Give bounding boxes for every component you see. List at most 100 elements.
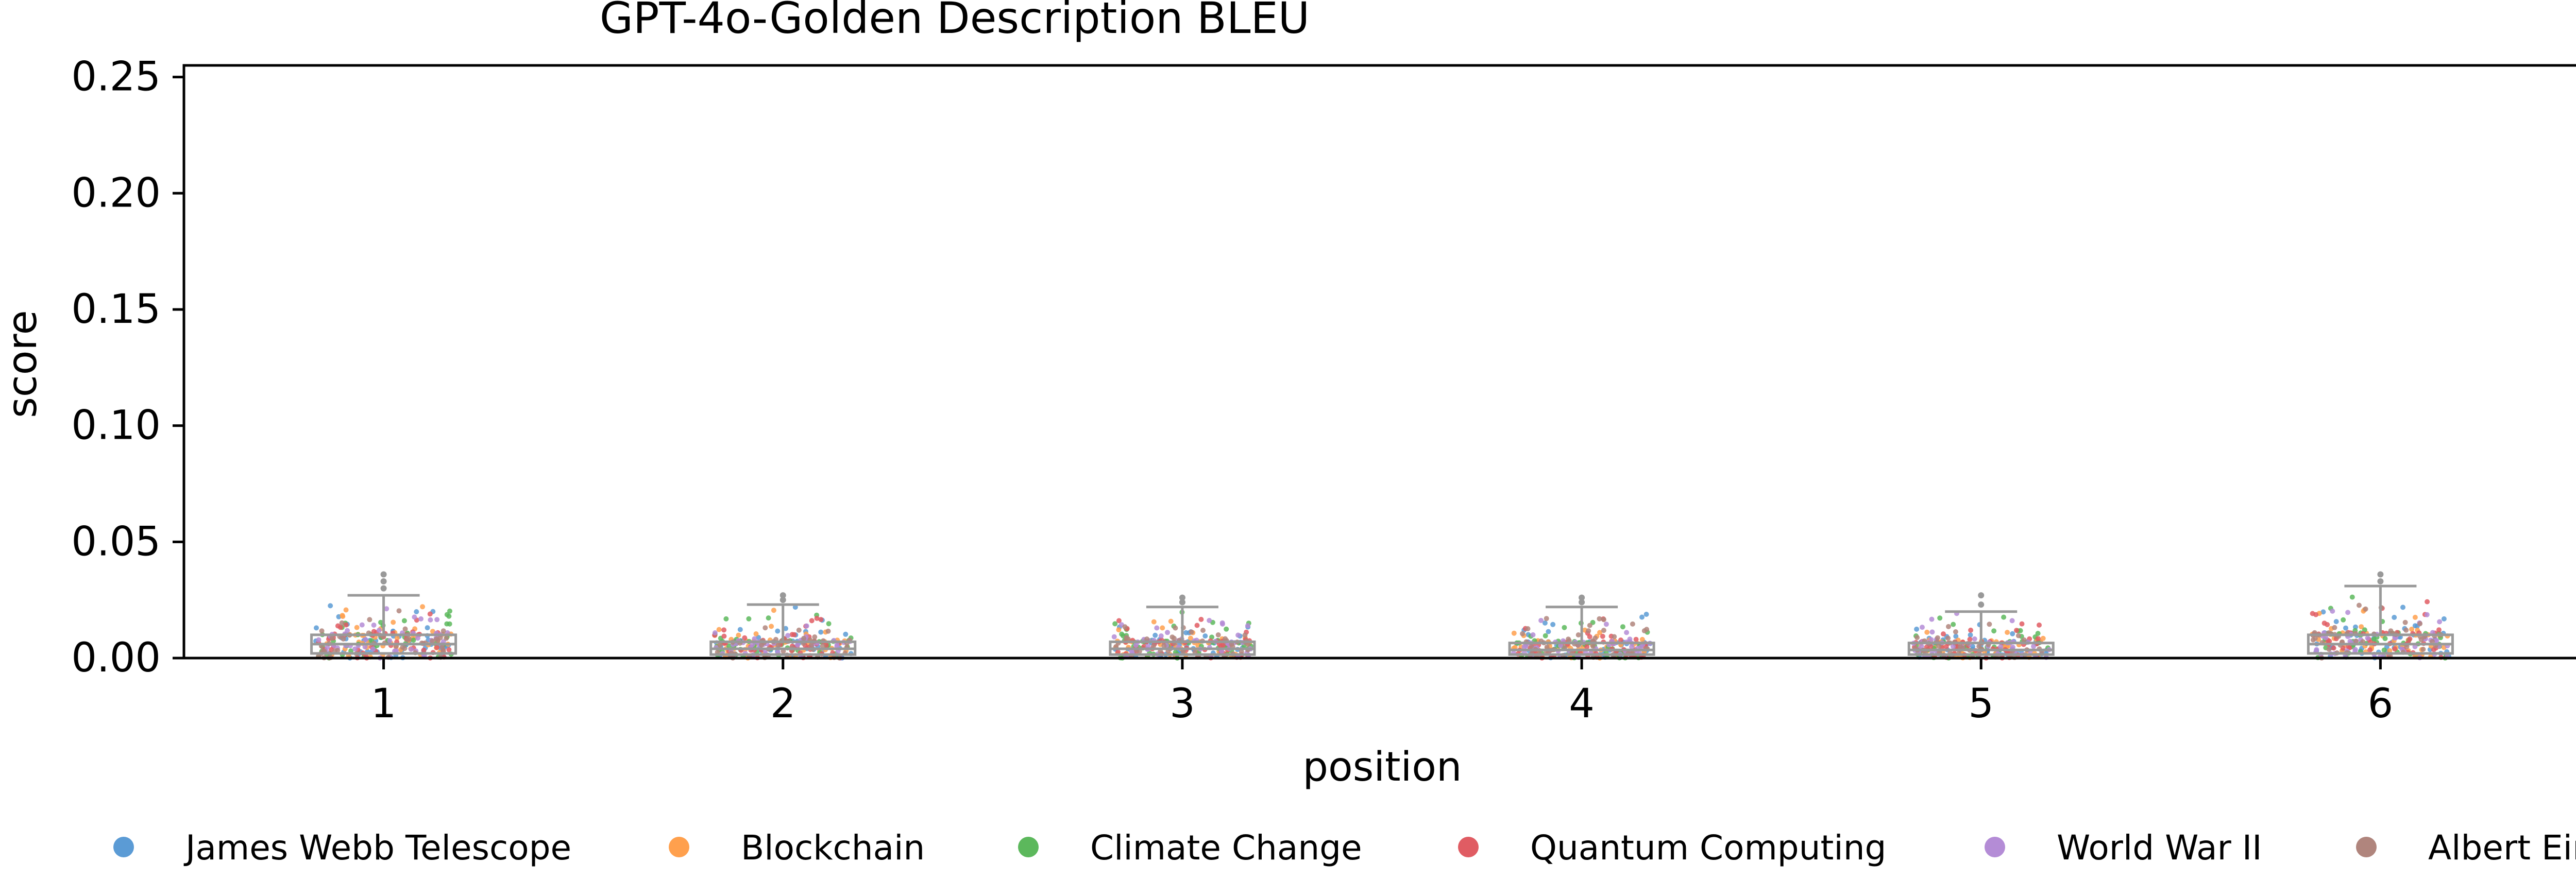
data-point	[762, 625, 768, 631]
data-point	[319, 628, 325, 634]
data-point	[1245, 623, 1250, 629]
outlier-point	[1978, 601, 1985, 608]
data-point	[812, 634, 818, 640]
y-tick-label: 0.00	[71, 635, 161, 681]
data-point	[1592, 635, 1598, 641]
data-point	[2332, 625, 2337, 630]
data-point	[339, 620, 345, 626]
data-point	[2359, 624, 2364, 630]
data-point	[801, 635, 807, 641]
data-point	[1116, 627, 1122, 633]
outlier-point	[1579, 599, 1585, 606]
outlier-point	[779, 597, 786, 603]
data-point	[2021, 637, 2027, 643]
outlier-point	[1179, 599, 1185, 606]
data-point	[1200, 628, 1206, 633]
data-point	[1601, 628, 1606, 633]
data-point	[1242, 632, 1248, 638]
data-point	[2005, 630, 2010, 635]
data-point	[444, 635, 449, 641]
data-point	[2310, 611, 2315, 616]
data-point	[2424, 612, 2430, 617]
data-point	[752, 636, 757, 642]
data-point	[766, 615, 771, 621]
data-point	[341, 636, 346, 642]
data-point	[316, 637, 321, 643]
data-point	[421, 647, 427, 653]
data-point	[1584, 644, 1590, 650]
data-point	[2353, 639, 2359, 644]
data-point	[716, 627, 722, 632]
data-point	[1951, 622, 1956, 627]
data-point	[753, 631, 759, 636]
x-axis-label: position	[1303, 744, 1462, 790]
data-point	[328, 603, 333, 609]
data-point	[2352, 647, 2358, 652]
data-point	[343, 622, 349, 628]
data-point	[1603, 622, 1609, 627]
jitter-points-layer	[313, 594, 2451, 661]
data-point	[1165, 630, 1170, 635]
data-point	[1618, 637, 1623, 643]
data-point	[446, 647, 452, 652]
data-point	[1544, 644, 1550, 650]
data-point	[2367, 647, 2372, 653]
data-point	[1929, 616, 1935, 622]
y-tick-label: 0.20	[71, 170, 161, 216]
data-point	[1538, 618, 1544, 623]
x-tick-label: 6	[2368, 681, 2394, 727]
data-point	[2325, 622, 2330, 627]
data-point	[434, 636, 439, 642]
y-axis-label: score	[0, 310, 46, 418]
plot-frame	[182, 64, 2576, 660]
data-point	[1160, 625, 1165, 631]
data-point	[1529, 644, 1534, 649]
data-point	[1550, 622, 1556, 627]
x-tick-label: 2	[770, 681, 796, 727]
data-point	[742, 635, 748, 641]
data-point	[1520, 631, 1526, 636]
data-point	[1546, 629, 1551, 634]
data-point	[363, 637, 368, 643]
data-point	[2330, 608, 2335, 614]
data-point	[1914, 635, 1920, 641]
data-point	[1151, 619, 1157, 625]
data-point	[1207, 618, 1212, 623]
data-point	[1239, 649, 1244, 654]
data-point	[1544, 616, 1549, 622]
data-point	[1641, 628, 1647, 633]
data-point	[1173, 625, 1178, 631]
data-point	[420, 604, 426, 610]
data-point	[2363, 606, 2368, 612]
data-point	[370, 646, 376, 652]
data-point	[2333, 619, 2339, 625]
data-point	[1968, 627, 1974, 633]
data-point	[1914, 626, 1920, 632]
data-point	[2362, 627, 2367, 633]
data-point	[1183, 630, 1189, 635]
data-point	[1125, 636, 1131, 642]
data-point	[2320, 609, 2326, 615]
data-point	[2365, 635, 2370, 641]
data-point	[2392, 615, 2397, 620]
data-point	[430, 639, 435, 644]
legend-label: James Webb Telescope	[183, 828, 571, 868]
data-point	[2001, 614, 2007, 620]
legend-marker	[1458, 837, 1479, 857]
data-point	[371, 623, 377, 628]
data-point	[394, 635, 400, 641]
data-point	[406, 636, 412, 642]
outlier-point	[380, 571, 387, 578]
data-point	[1543, 633, 1548, 639]
legend-label: Blockchain	[741, 828, 925, 868]
boxes-layer	[310, 571, 2454, 656]
data-point	[1154, 625, 1160, 631]
data-point	[329, 635, 335, 641]
legend-label: World War II	[2057, 828, 2262, 868]
data-point	[335, 623, 341, 629]
data-point	[1137, 649, 1142, 654]
data-point	[1235, 632, 1241, 638]
data-point	[2346, 644, 2351, 650]
data-point	[2343, 625, 2348, 631]
data-point	[1941, 631, 1946, 637]
